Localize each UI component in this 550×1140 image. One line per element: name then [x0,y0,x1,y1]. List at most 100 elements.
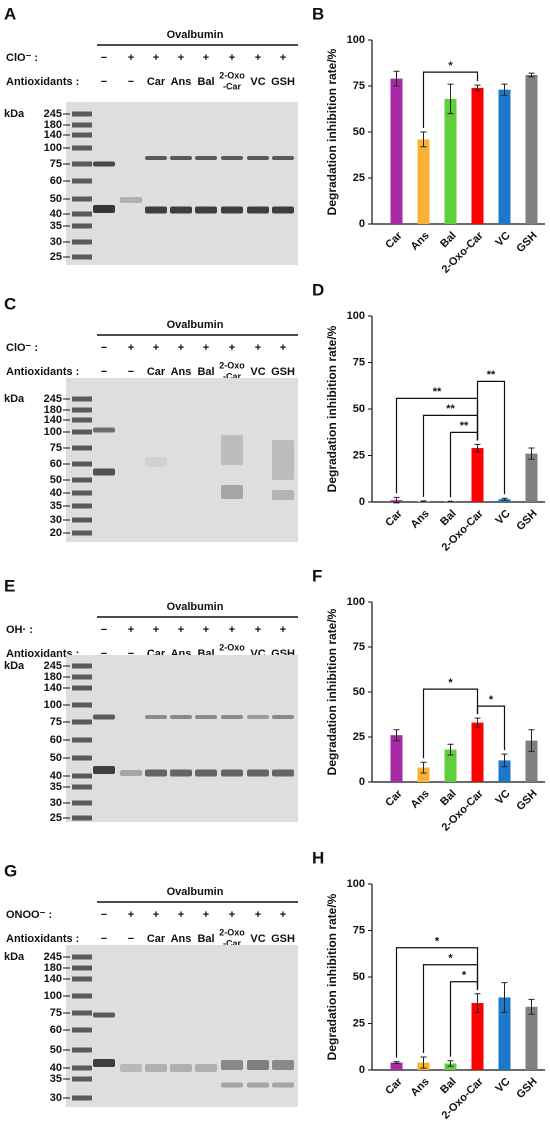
marker-label: 60 [50,1024,62,1036]
treatment-sign: + [153,52,159,64]
panel-letter: G [4,861,17,880]
lane-label: Ans [171,366,192,378]
marker-label: 75 [50,158,62,170]
y-tick-label: 50 [353,126,365,138]
error-bar [474,717,481,728]
treatment-sign: + [280,624,286,636]
gel-band [170,715,192,719]
y-tick-label: 50 [353,403,365,415]
marker-label: 35 [50,1073,62,1085]
treatment-sign: + [229,909,235,921]
y-tick-label: 50 [353,971,365,983]
gel-band [195,206,217,214]
gel-band [145,1064,167,1072]
error-bar [501,982,508,1013]
ladder-band [72,1065,92,1071]
y-tick-label: 0 [359,218,365,230]
marker-label: 25 [50,251,62,263]
marker-label: 60 [50,458,62,470]
x-tick-label: Ans [408,508,431,531]
lane-label: − [128,648,134,660]
treatment-sign: − [101,52,107,64]
ladder-band [72,965,92,971]
treatment-sign: + [178,342,184,354]
treatment-label: ONOO⁻ : [6,909,52,921]
error-bar [474,443,481,453]
gel-band [195,715,217,719]
ladder-band [72,145,92,151]
ladder-band [72,530,92,536]
gel-band [247,206,269,214]
marker-label: 50 [50,752,62,764]
ladder-band [72,211,92,217]
treatment-sign: + [255,909,261,921]
treatment-sign: − [101,342,107,354]
ladder-band [72,702,92,708]
panel-letter: E [4,576,15,595]
gel-band [93,161,115,167]
x-tick-label: Ans [408,788,431,811]
panel-letter: D [312,280,324,299]
lane-label: − [101,933,107,945]
bar [498,760,511,782]
marker-label: 140 [44,973,62,985]
ladder-band [72,1076,92,1082]
error-bar [528,998,535,1015]
treatment-sign: + [203,52,209,64]
error-bar [501,83,508,96]
x-tick-label: Car [383,229,405,251]
gel-band [247,1082,269,1088]
treatment-sign: + [203,624,209,636]
error-bar [528,729,535,752]
treatment-sign: + [229,342,235,354]
gel-band [145,769,167,777]
marker-label: 30 [50,797,62,809]
lane-label: − [101,76,107,88]
x-tick-label: Car [383,507,405,529]
lane-label: VC [250,76,265,88]
marker-label: 35 [50,781,62,793]
y-tick-label: 0 [359,496,365,508]
ladder-band [72,417,92,423]
ladder-band [72,196,92,202]
error-bar [393,70,400,87]
gel-band [93,468,115,476]
bar [390,78,403,224]
lane-label: Car [147,76,166,88]
antioxidants-label: Antioxidants : [6,366,79,378]
ladder-band [72,1027,92,1033]
gel-band [221,715,243,719]
ladder-band [72,773,92,779]
panel-letter: H [312,848,324,867]
y-tick-label: 25 [353,172,365,184]
lane-label: 2-Oxo [219,927,245,937]
significance-bracket [395,397,479,494]
panel-letter: B [312,4,324,23]
error-bar [528,72,535,78]
ladder-band [72,477,92,483]
protein-label: Ovalbumin [167,29,224,41]
treatment-sign: + [203,909,209,921]
significance-label: * [448,953,453,965]
marker-label: 50 [50,474,62,486]
marker-label: 100 [44,426,62,438]
marker-label: 30 [50,236,62,248]
lane-label: 2-Oxo [219,70,245,80]
lane-label: 2-Oxo [219,360,245,370]
bar [444,749,457,782]
unit-label: kDa [4,951,25,963]
y-axis-label: Degradation inhibition rate/% [325,608,339,775]
y-tick-label: 25 [353,449,365,461]
treatment-sign: + [128,624,134,636]
error-bar [447,83,454,115]
treatment-sign: + [178,909,184,921]
gel-band [221,206,243,214]
treatment-sign: + [255,342,261,354]
antioxidants-label: Antioxidants : [6,933,79,945]
marker-label: 180 [44,119,62,131]
lane-label: -Car [223,371,242,381]
gel-band [221,769,243,777]
lane-label: − [101,366,107,378]
panel-letter: C [4,294,16,313]
gel-band [145,715,167,719]
